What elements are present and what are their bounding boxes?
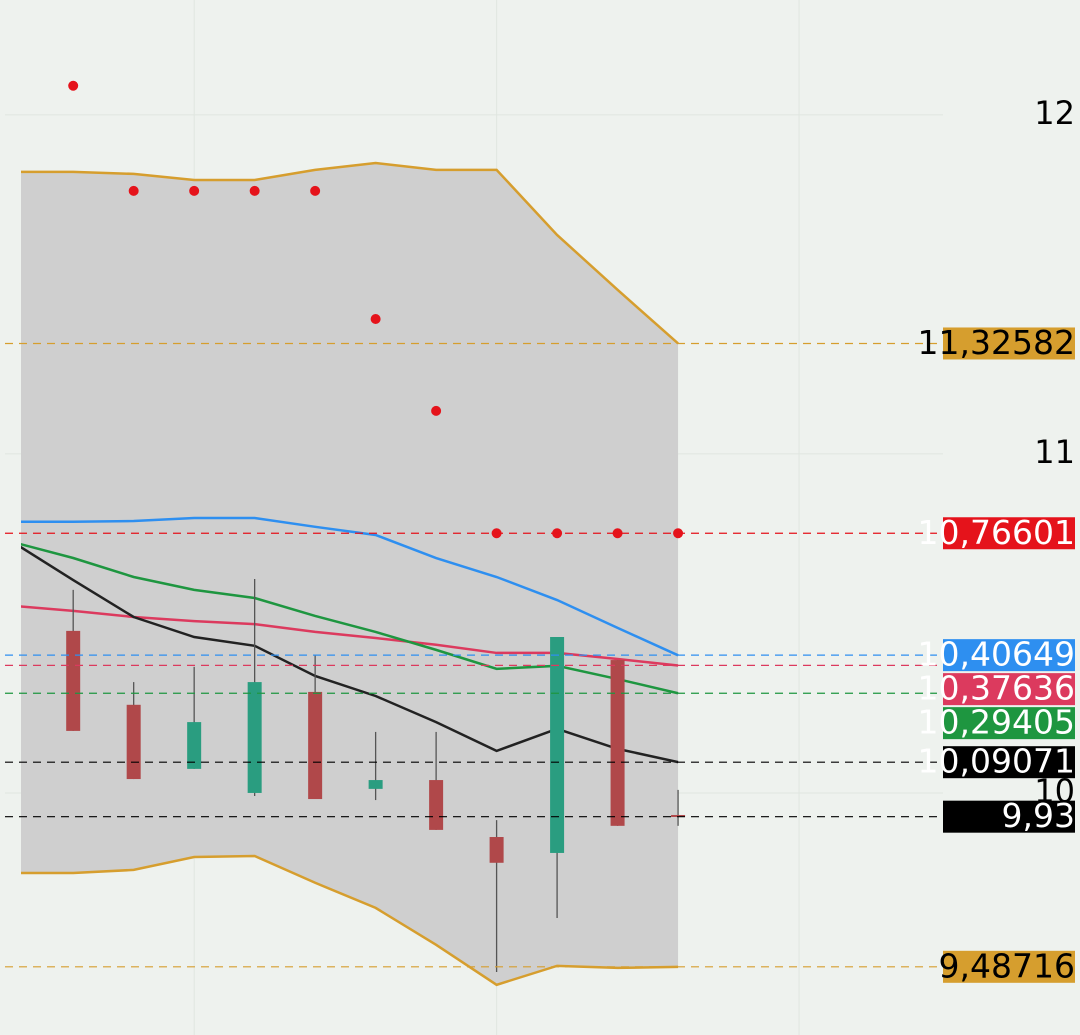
price-label-box — [943, 800, 1075, 833]
band-fill — [21, 163, 679, 985]
candle-body — [610, 660, 625, 826]
price-label-box — [943, 707, 1075, 740]
price-label: 10,29405 — [918, 703, 1075, 742]
y-tick-label: 12 — [1034, 94, 1075, 132]
band-upper — [21, 161, 679, 345]
candle-body — [489, 837, 504, 863]
indicator-line — [21, 545, 679, 764]
y-tick-label: 11 — [1034, 433, 1075, 471]
y-axis: 10111211,3258210,7660110,4064910,3763610… — [918, 94, 1075, 985]
price-label: 10,76601 — [918, 513, 1075, 552]
price-label-box — [943, 673, 1075, 706]
candle-body — [368, 780, 383, 789]
price-label: 10,09071 — [918, 742, 1075, 781]
price-label: 9,48716 — [939, 946, 1075, 985]
price-label-box — [943, 639, 1075, 672]
indicator-line — [21, 542, 679, 695]
candle-body — [126, 704, 141, 780]
price-guides — [5, 342, 943, 968]
price-label-box — [943, 746, 1075, 779]
sar-dot — [128, 185, 139, 196]
price-label: 11,32582 — [918, 323, 1075, 362]
price-label: 9,93 — [1002, 796, 1075, 835]
sar-dot — [431, 405, 442, 416]
candle-body — [247, 682, 262, 793]
candle-body — [429, 780, 444, 830]
price-label-box — [943, 327, 1075, 360]
plot-area — [21, 80, 686, 987]
sar-dot — [249, 185, 260, 196]
candle-body — [671, 814, 686, 817]
indicator-line — [21, 516, 679, 657]
price-label-box — [943, 950, 1075, 983]
sar-dot — [612, 528, 623, 539]
candle-body — [66, 630, 81, 731]
price-label: 10,37636 — [918, 669, 1075, 708]
indicator-line — [21, 605, 679, 667]
price-label-box — [943, 517, 1075, 550]
price-label: 10,40649 — [918, 635, 1075, 674]
sar-dot — [189, 185, 200, 196]
candle-body — [187, 722, 202, 769]
band-lower — [21, 854, 679, 987]
candle-body — [308, 691, 323, 800]
sar-dot — [310, 185, 321, 196]
sar-dot — [68, 80, 79, 91]
candle-body — [550, 637, 565, 853]
sar-dot — [370, 314, 381, 325]
